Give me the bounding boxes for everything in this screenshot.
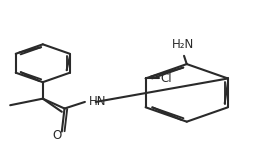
Text: H₂N: H₂N (171, 38, 194, 51)
Text: Cl: Cl (161, 72, 172, 85)
Text: HN: HN (89, 95, 106, 108)
Text: O: O (52, 129, 61, 142)
